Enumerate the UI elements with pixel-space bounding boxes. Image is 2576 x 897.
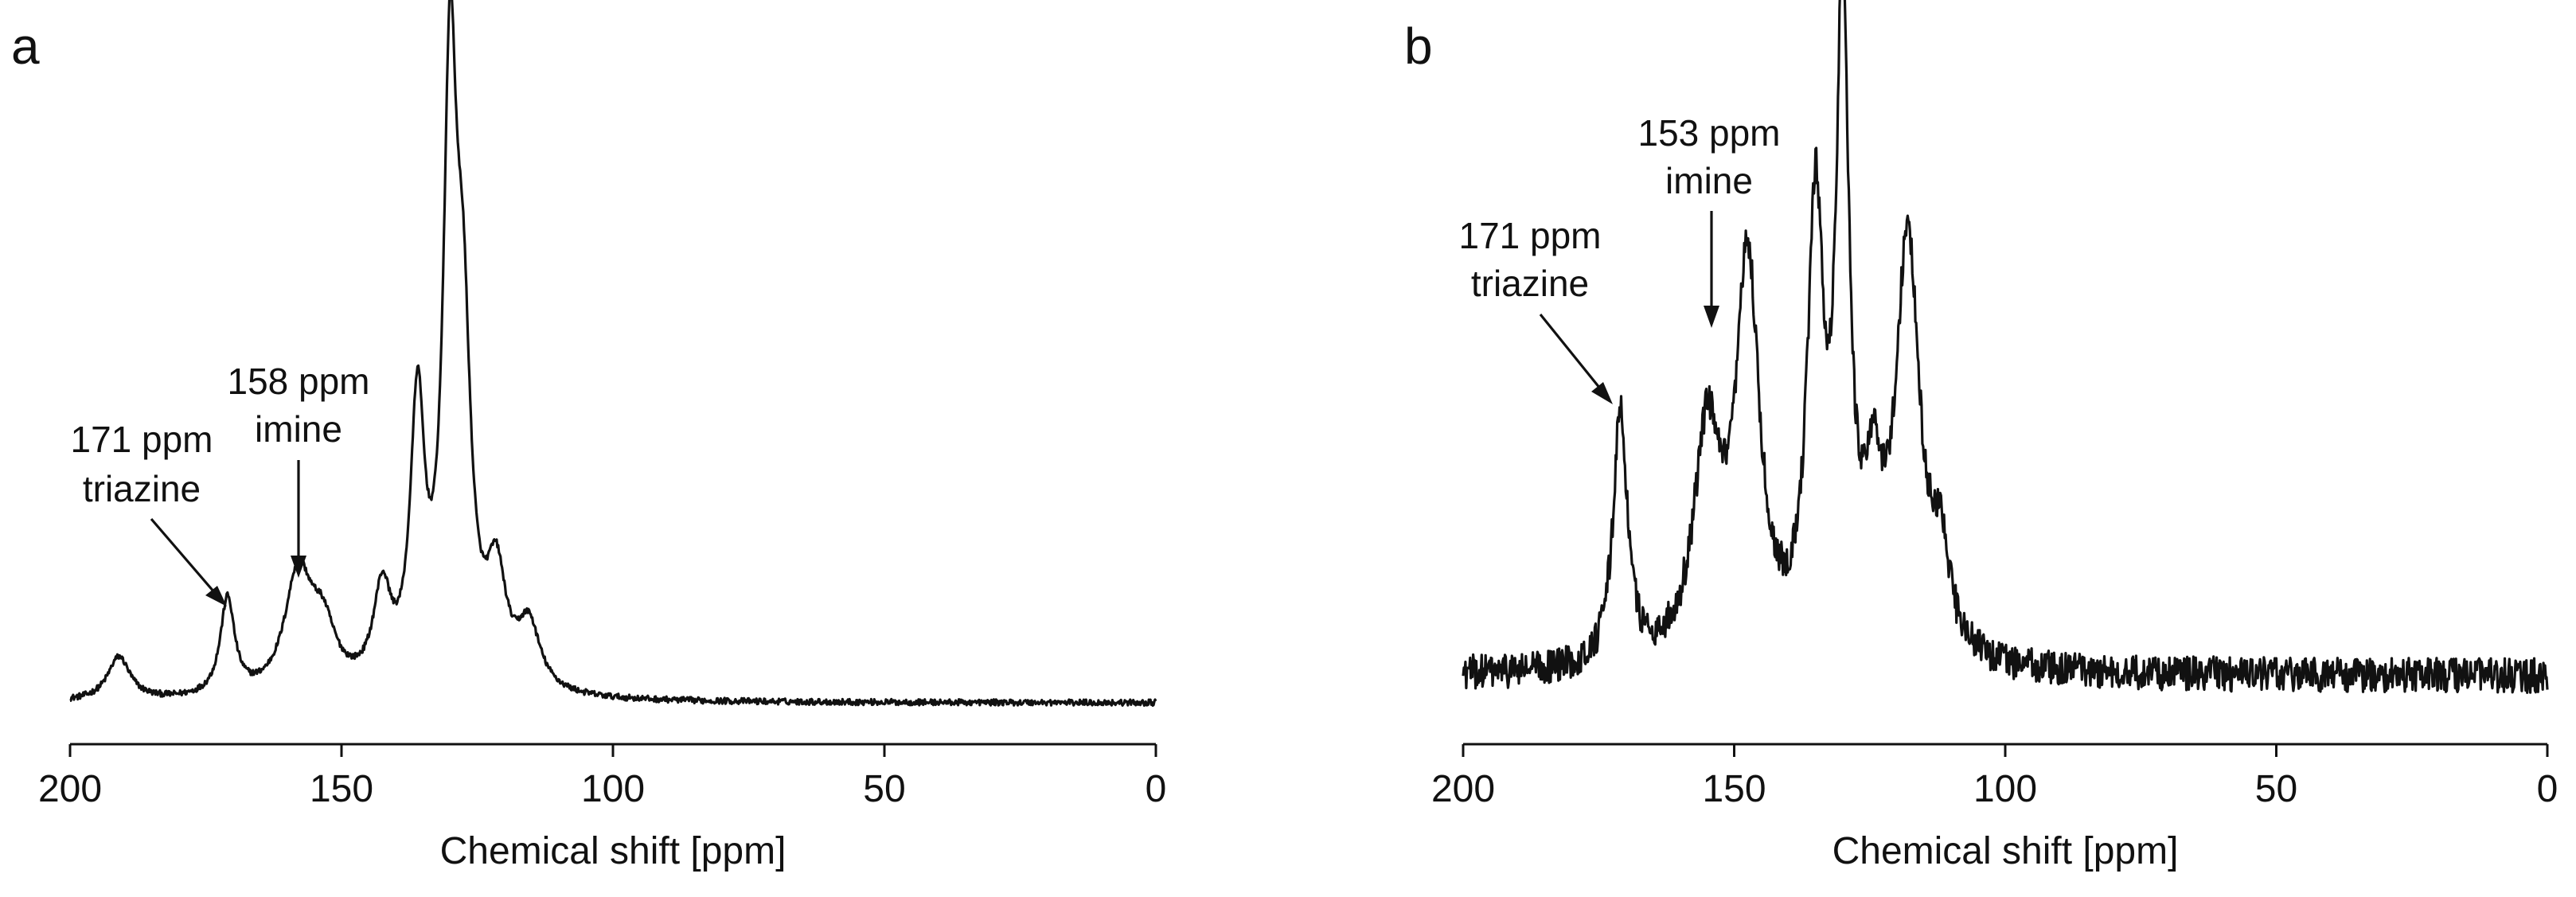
panel-a-annotation-triazine-line2: triazine bbox=[83, 468, 201, 509]
panel-a-x-tick-label-200: 200 bbox=[38, 768, 102, 810]
panel-b: b 171 ppm triazine 153 ppm imine 200 150 1… bbox=[1404, 0, 2558, 872]
panel-a: a 171 ppm triazine 158 ppm imine 200 150 1… bbox=[11, 0, 1166, 872]
panel-b-arrowhead-imine bbox=[1704, 306, 1719, 328]
panel-b-annotation-triazine: 171 ppm triazine bbox=[1458, 215, 1613, 404]
panel-b-annotation-triazine-line1: 171 ppm bbox=[1458, 215, 1601, 256]
panel-a-arrow-triazine bbox=[150, 517, 217, 595]
panel-a-annotation-triazine-line1: 171 ppm bbox=[70, 419, 213, 460]
panel-b-annotation-imine-line1: 153 ppm bbox=[1637, 112, 1780, 154]
panel-b-x-tick-label-100: 100 bbox=[1973, 768, 2037, 810]
panel-a-annotation-imine-line1: 158 ppm bbox=[227, 361, 369, 402]
panel-a-x-axis-title: Chemical shift [ppm] bbox=[440, 830, 786, 872]
panel-a-x-tick-label-150: 150 bbox=[310, 768, 373, 810]
panel-b-letter: b bbox=[1404, 18, 1433, 75]
panel-b-arrow-triazine bbox=[1539, 313, 1602, 390]
panel-a-spectrum-line bbox=[69, 0, 1157, 708]
panel-a-x-tick-label-0: 0 bbox=[1146, 768, 1167, 810]
panel-b-x-tick-label-200: 200 bbox=[1431, 768, 1495, 810]
panel-a-x-tick-label-50: 50 bbox=[863, 768, 905, 810]
panel-b-spectrum-line bbox=[1462, 0, 2549, 694]
panel-b-x-tick-label-50: 50 bbox=[2255, 768, 2297, 810]
panel-a-annotation-imine-line2: imine bbox=[255, 408, 342, 450]
panel-a-arrowhead-triazine bbox=[205, 586, 227, 606]
panel-b-x-tick-label-0: 0 bbox=[2537, 768, 2558, 810]
panel-b-x-tick-label-150: 150 bbox=[1702, 768, 1766, 810]
panel-a-annotation-imine: 158 ppm imine bbox=[227, 361, 370, 578]
panel-b-annotation-imine: 153 ppm imine bbox=[1637, 112, 1781, 328]
panel-a-annotation-triazine: 171 ppm triazine bbox=[70, 419, 227, 606]
panel-b-annotation-imine-line2: imine bbox=[1665, 160, 1753, 201]
panel-a-x-tick-label-100: 100 bbox=[581, 768, 645, 810]
panel-b-annotation-triazine-line2: triazine bbox=[1471, 263, 1589, 304]
panel-a-letter: a bbox=[11, 18, 40, 75]
panel-b-arrowhead-triazine bbox=[1591, 382, 1613, 404]
panel-b-x-axis-title: Chemical shift [ppm] bbox=[1832, 830, 2179, 872]
